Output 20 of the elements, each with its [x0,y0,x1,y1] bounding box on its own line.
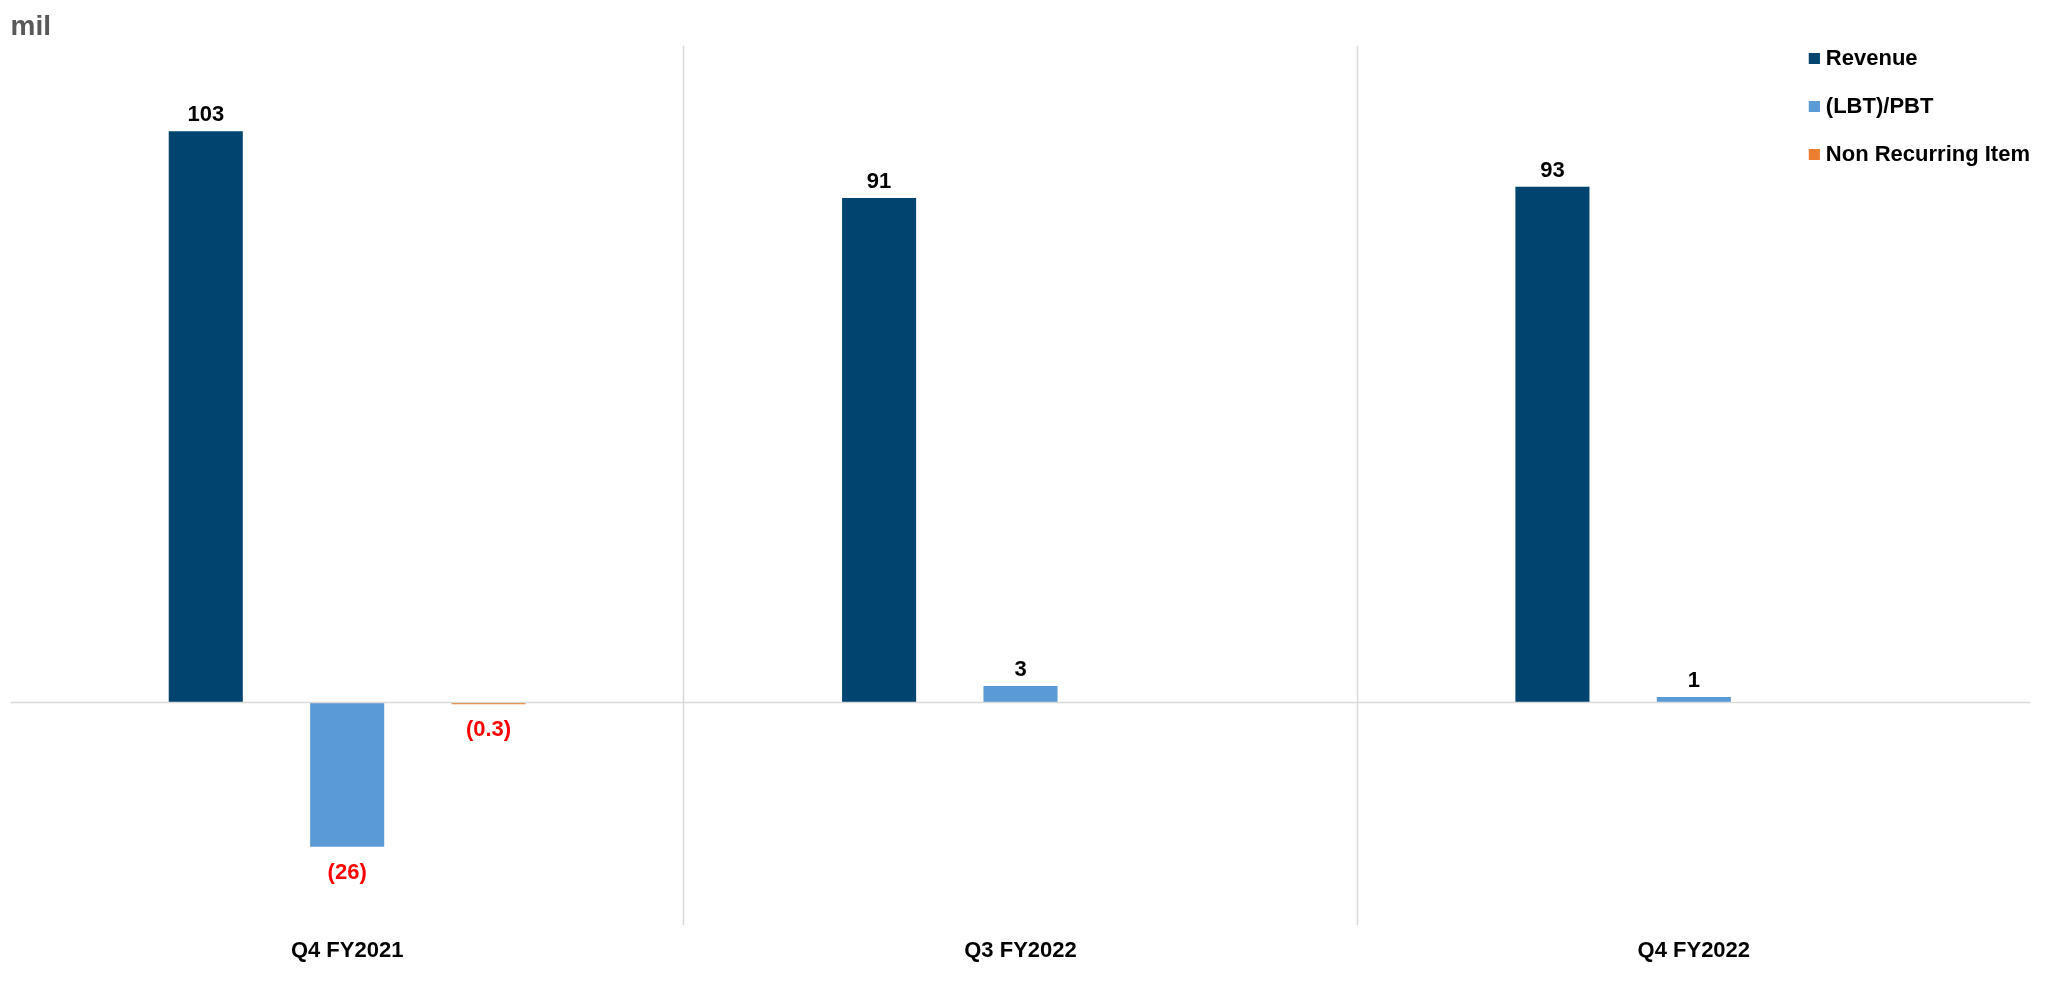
x-tick-label: Q4 FY2021 [290,936,404,962]
data-label: 91 [866,167,892,193]
legend-label: Revenue [1825,45,1918,71]
bar [1515,186,1590,703]
bar [842,197,917,703]
y-axis-title: mil [10,9,51,41]
bar [1656,697,1731,703]
data-label: 103 [187,101,225,127]
x-tick-label: Q3 FY2022 [964,936,1077,962]
data-label: 3 [1014,655,1027,681]
data-label: 1 [1687,667,1700,693]
bar [983,685,1058,703]
bar [168,131,243,703]
legend-label: Non Recurring Item [1825,141,2030,167]
data-label: 93 [1540,156,1565,182]
bar [310,702,385,847]
legend-label: (LBT)/PBT [1825,93,1934,119]
x-tick-label: Q4 FY2022 [1637,936,1751,962]
data-label: (26) [327,858,367,884]
data-label: (0.3) [465,716,512,742]
